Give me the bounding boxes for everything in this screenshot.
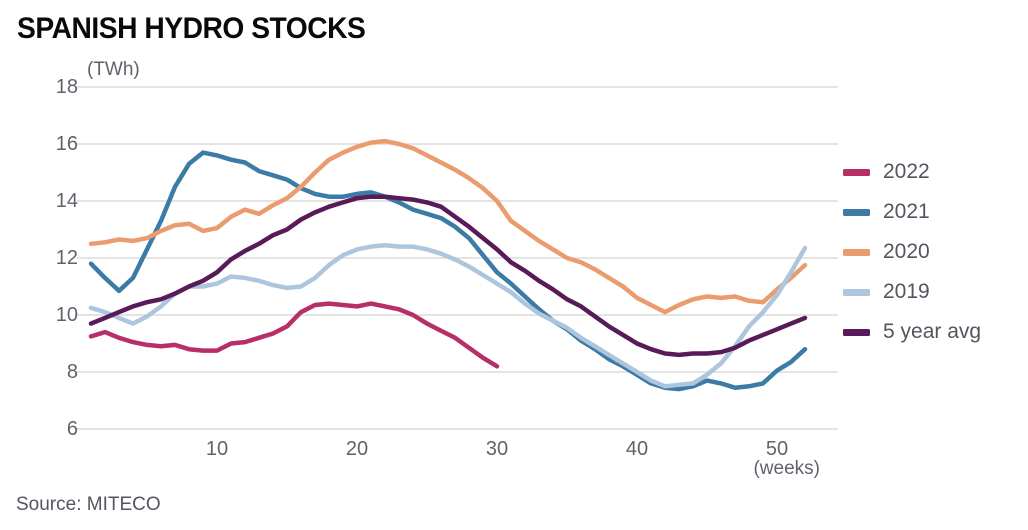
y-axis-unit-label: (TWh): [87, 59, 140, 80]
y-tick-label: 8: [66, 361, 78, 383]
y-tick-label: 6: [66, 418, 78, 440]
legend-label: 2019: [883, 280, 930, 303]
x-axis-unit-label: (weeks): [753, 458, 820, 479]
series-line-2021: [88, 150, 808, 392]
legend-item-2021: 2021: [843, 192, 981, 232]
legend-label: 5 year avg: [883, 320, 982, 343]
x-tick-label: 20: [345, 438, 369, 460]
series-line-2019: [88, 242, 808, 389]
legend-swatch: [843, 248, 870, 256]
legend-swatch: [843, 328, 870, 336]
legend-item-2019: 2019: [843, 272, 981, 312]
legend-item-2022: 2022: [843, 152, 981, 192]
legend-swatch: [843, 288, 870, 296]
legend-label: 2022: [883, 160, 930, 183]
y-tick-label: 16: [55, 133, 78, 155]
y-tick-label: 12: [55, 247, 78, 269]
chart-title: SPANISH HYDRO STOCKS: [17, 12, 366, 45]
legend-label: 2021: [883, 200, 930, 223]
series-line-2022: [88, 301, 500, 369]
y-tick-label: 18: [55, 76, 78, 98]
legend-item-2020: 2020: [843, 232, 981, 272]
y-tick-label: 10: [55, 304, 78, 326]
x-tick-label: 40: [625, 438, 649, 460]
y-tick-label: 14: [55, 190, 78, 212]
x-tick-label: 50: [765, 438, 789, 460]
legend-swatch: [843, 168, 870, 176]
legend-label: 2020: [883, 240, 930, 263]
source-credit: Source: MITECO: [16, 494, 161, 515]
legend-swatch: [843, 208, 870, 216]
x-tick-label: 30: [485, 438, 509, 460]
x-tick-label: 10: [205, 438, 229, 460]
chart-legend: 2022 2021 2020 2019 5 year avg: [843, 152, 981, 352]
series-line-2020: [88, 138, 808, 315]
legend-item-5-year-avg: 5 year avg: [843, 312, 981, 352]
series-line-5-year-avg: [88, 194, 808, 358]
